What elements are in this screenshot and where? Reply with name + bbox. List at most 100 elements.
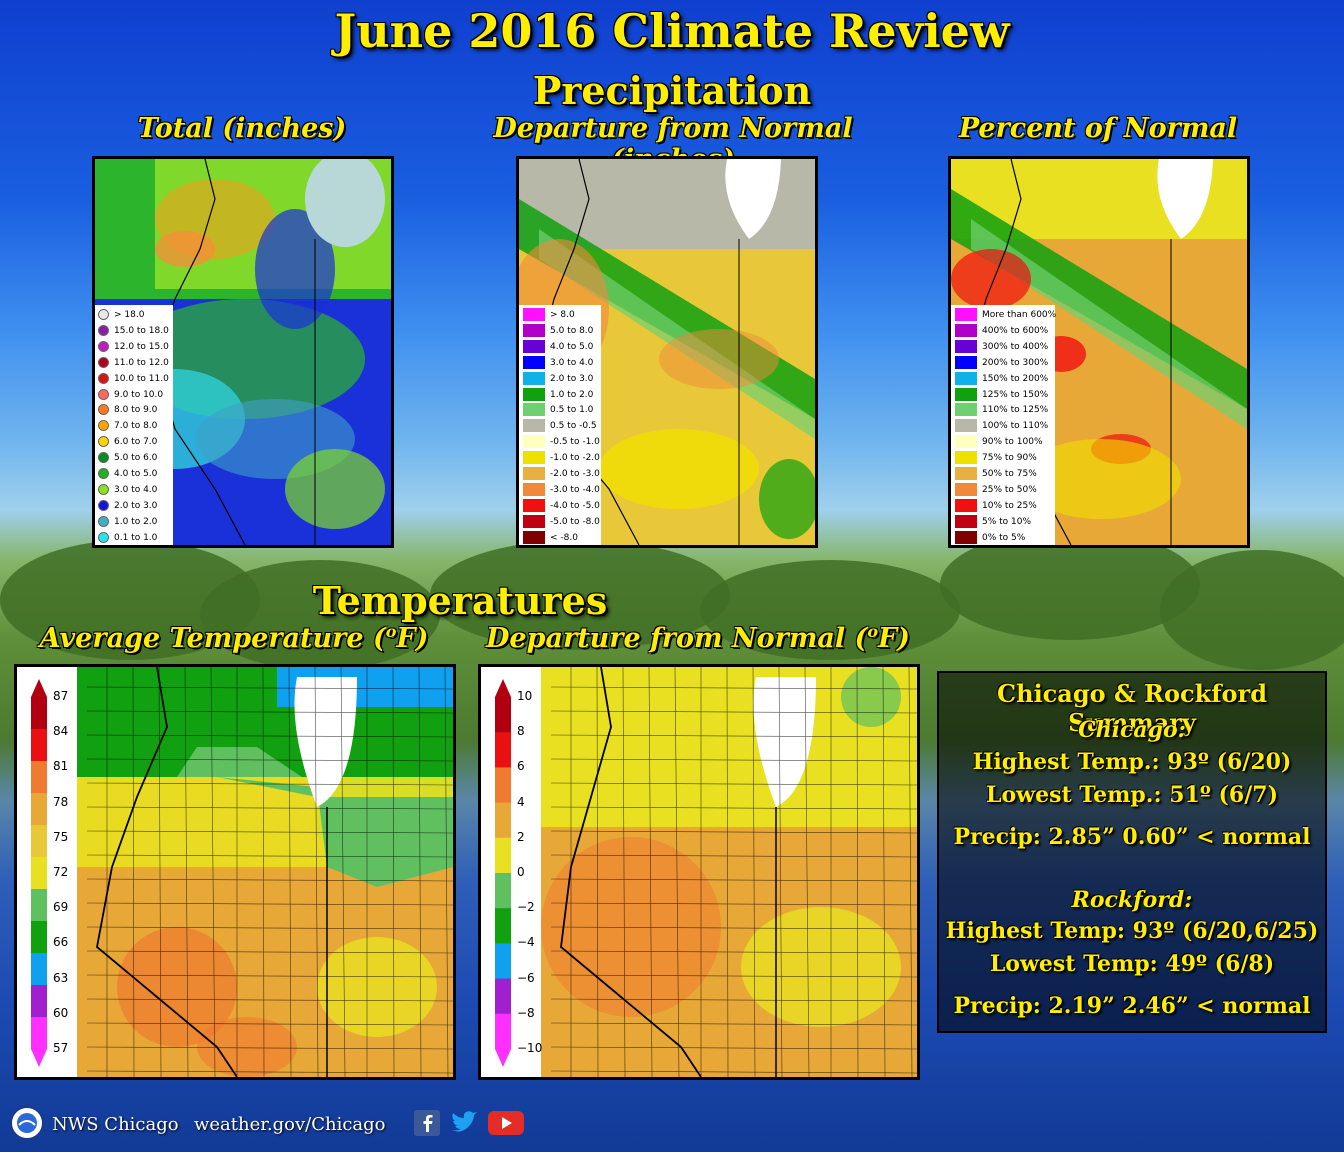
footer-url[interactable]: weather.gov/Chicago — [194, 1114, 386, 1135]
temp-departure-subtitle-text: Departure from Normal ( — [486, 623, 868, 654]
county-line — [86, 998, 453, 1002]
county-line — [550, 1070, 917, 1074]
precip-departure-map: > 8.0 5.0 to 8.0 4.0 to 5.0 3.0 to 4.0 2.0 t… — [516, 156, 818, 548]
county-line — [550, 758, 917, 762]
legend-label: 300% to 400% — [982, 341, 1049, 352]
summary-heading: Chicago & Rockford Summary — [997, 679, 1267, 737]
legend-label: 4.0 to 5.0 — [550, 341, 594, 352]
legend-item: 75% to 90% — [955, 451, 1037, 466]
scale-tick-label: −10 — [517, 1041, 543, 1055]
temp-departure-scale-bar — [495, 679, 511, 1067]
legend-label: 200% to 300% — [982, 357, 1049, 368]
precip-percent-subtitle: Percent of Normal — [958, 113, 1238, 144]
legend-label: 50% to 75% — [982, 469, 1037, 479]
county-line — [726, 667, 729, 1077]
scale-tick-label: −6 — [517, 970, 535, 985]
scale-tick-label: 4 — [517, 794, 525, 809]
legend-swatch — [98, 468, 109, 479]
county-line — [550, 1022, 917, 1026]
scale-tick-label: −8 — [517, 1005, 535, 1020]
scale-tick-label: 66 — [53, 935, 69, 950]
temp-departure-scale: 10 8 6 4 2 0 −2 −4 −6 −8 −10 — [481, 667, 543, 1077]
temp-departure-map-image — [481, 667, 917, 1077]
scale-tick-label: 87 — [53, 689, 69, 703]
county-line — [262, 667, 265, 1077]
legend-label: 125% to 150% — [982, 389, 1049, 400]
county-line — [550, 998, 917, 1002]
legend-swatch — [98, 420, 109, 432]
legend-swatch — [523, 467, 545, 480]
legend-swatch — [955, 467, 977, 480]
legend-swatch — [98, 309, 109, 320]
legend-label: 3.0 to 4.0 — [550, 357, 594, 368]
legend-label: 11.0 to 12.0 — [114, 357, 169, 368]
scale-tick-label: −2 — [517, 900, 535, 915]
legend-label: 5.0 to 6.0 — [114, 453, 158, 464]
county-line — [158, 667, 162, 1077]
legend-item: 3.0 to 4.0 — [95, 483, 157, 498]
scale-segment — [31, 857, 47, 890]
legend-label: > 8.0 — [550, 310, 575, 320]
county-line — [550, 1046, 917, 1050]
precipitation-heading: Precipitation — [532, 68, 812, 113]
county-line — [86, 686, 453, 690]
scale-tick-label: 2 — [517, 829, 525, 844]
youtube-icon[interactable] — [488, 1109, 524, 1137]
legend-label: 5.0 to 8.0 — [550, 325, 594, 336]
scale-segment — [495, 697, 511, 733]
county-line — [86, 1070, 453, 1074]
temp-average-map: 87 84 81 78 75 72 69 66 63 60 57 — [14, 664, 456, 1080]
legend-item: > 8.0 — [523, 308, 575, 323]
legend-item: 125% to 150% — [955, 387, 1049, 403]
tree-silhouette — [700, 560, 960, 660]
legend-item: 300% to 400% — [955, 339, 1049, 355]
scale-segment — [31, 729, 47, 762]
precip-total-map: > 18.0 15.0 to 18.0 12.0 to 15.0 11.0 to 12… — [92, 156, 394, 548]
legend-item: 90% to 100% — [955, 435, 1043, 450]
scale-segment — [31, 793, 47, 826]
temp-average-subtitle: Average Temperature (oF) — [14, 622, 454, 654]
legend-swatch — [98, 324, 109, 336]
tree-silhouette — [940, 530, 1200, 640]
legend-item: 11.0 to 12.0 — [95, 356, 169, 371]
county-line — [86, 830, 453, 834]
legend-swatch — [523, 371, 545, 385]
legend-item: More than 600% — [955, 308, 1056, 323]
tree-silhouette — [1160, 550, 1344, 670]
legend-label: 2.0 to 3.0 — [550, 373, 594, 384]
legend-item: 0% to 5% — [955, 530, 1025, 545]
county-line — [550, 734, 917, 738]
scale-tick-label: 72 — [53, 865, 69, 879]
legend-swatch — [955, 514, 977, 528]
legend-swatch — [98, 531, 109, 543]
precip-percent-legend: More than 600% 400% to 600% 300% to 400% 20… — [951, 305, 1056, 545]
county-line — [86, 902, 453, 906]
legend-label: 9.0 to 10.0 — [114, 389, 164, 400]
legend-label: 90% to 100% — [982, 437, 1043, 448]
nws-logo-icon — [10, 1106, 44, 1140]
county-line — [550, 878, 917, 882]
legend-item: 400% to 600% — [955, 323, 1048, 339]
legend-label: 15.0 to 18.0 — [114, 325, 169, 336]
legend-item: 8.0 to 9.0 — [95, 403, 157, 418]
legend-swatch — [955, 308, 977, 321]
facebook-icon[interactable] — [414, 1110, 440, 1136]
county-line — [86, 854, 453, 858]
footer-org: NWS Chicago — [52, 1114, 179, 1135]
scale-segment — [31, 921, 47, 954]
legend-label: 5% to 10% — [982, 516, 1032, 527]
legend-item: -0.5 to -1.0 — [523, 435, 600, 450]
county-line — [882, 667, 886, 1077]
scale-segment — [31, 697, 47, 730]
scale-segment — [495, 873, 511, 909]
legend-swatch — [955, 339, 977, 353]
twitter-icon[interactable] — [450, 1110, 478, 1136]
legend-swatch — [955, 403, 977, 417]
legend-item: 1.0 to 2.0 — [523, 387, 593, 403]
scale-segment — [31, 825, 47, 858]
county-line — [908, 667, 913, 1077]
legend-swatch — [523, 355, 545, 369]
county-line — [550, 926, 917, 930]
legend-swatch — [955, 323, 977, 337]
temp-average-scale: 87 84 81 78 75 72 69 66 63 60 57 — [17, 667, 77, 1077]
